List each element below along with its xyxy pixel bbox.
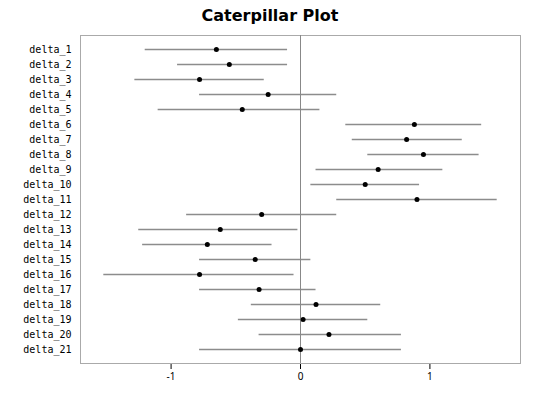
svg-text:delta_7: delta_7	[29, 134, 71, 146]
svg-text:-1: -1	[167, 369, 176, 383]
svg-text:delta_20: delta_20	[23, 329, 71, 341]
svg-text:delta_13: delta_13	[23, 224, 71, 236]
svg-text:delta_16: delta_16	[23, 269, 71, 281]
svg-text:delta_11: delta_11	[23, 194, 71, 206]
svg-text:delta_18: delta_18	[23, 299, 71, 311]
svg-text:delta_4: delta_4	[29, 89, 71, 101]
svg-text:delta_1: delta_1	[29, 44, 71, 56]
svg-text:delta_19: delta_19	[23, 314, 71, 326]
svg-text:delta_17: delta_17	[23, 284, 71, 296]
svg-text:0: 0	[298, 369, 304, 383]
svg-text:delta_6: delta_6	[29, 119, 71, 131]
svg-text:delta_9: delta_9	[29, 164, 71, 176]
svg-text:delta_2: delta_2	[29, 59, 71, 71]
svg-text:delta_14: delta_14	[23, 239, 71, 251]
html-text:Caterpillar Plot: Caterpillar Plot	[201, 6, 339, 25]
svg-text:delta_8: delta_8	[29, 149, 71, 161]
svg-text:delta_21: delta_21	[23, 344, 71, 356]
svg-text:delta_10: delta_10	[23, 179, 71, 191]
svg-text:delta_12: delta_12	[23, 209, 71, 221]
svg-text:delta_5: delta_5	[29, 104, 71, 116]
svg-text:1: 1	[427, 369, 433, 383]
svg-text:delta_3: delta_3	[29, 74, 71, 86]
svg-text:delta_15: delta_15	[23, 254, 71, 266]
